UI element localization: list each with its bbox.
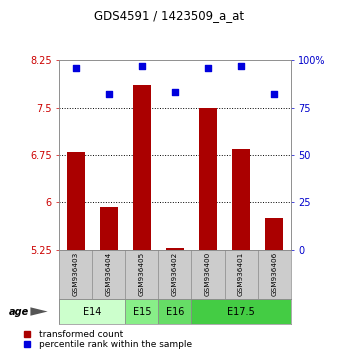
Text: GSM936401: GSM936401: [238, 252, 244, 297]
Point: [238, 63, 244, 69]
Text: E14: E14: [83, 307, 101, 316]
Point: [73, 65, 78, 70]
Bar: [133, 85, 151, 250]
Point: [172, 90, 177, 95]
Polygon shape: [30, 307, 48, 316]
Bar: [100, 207, 118, 250]
Text: GSM936405: GSM936405: [139, 252, 145, 297]
Point: [106, 91, 112, 97]
Bar: [232, 149, 250, 250]
Bar: [191, 299, 291, 324]
Text: GSM936403: GSM936403: [73, 252, 79, 297]
Bar: [59, 299, 125, 324]
Bar: [265, 218, 283, 250]
Bar: [199, 108, 217, 250]
Bar: [67, 152, 85, 250]
Text: E16: E16: [166, 307, 184, 316]
Text: E17.5: E17.5: [227, 307, 255, 316]
Point: [139, 63, 145, 69]
Text: age: age: [8, 307, 29, 316]
Text: GSM936404: GSM936404: [106, 252, 112, 297]
Bar: [159, 299, 191, 324]
Point: [205, 65, 211, 70]
Bar: [166, 248, 184, 250]
Text: GSM936406: GSM936406: [271, 252, 277, 297]
Point: [271, 91, 277, 97]
Text: GSM936402: GSM936402: [172, 252, 178, 297]
Text: E15: E15: [132, 307, 151, 316]
Text: GDS4591 / 1423509_a_at: GDS4591 / 1423509_a_at: [94, 9, 244, 22]
Text: GSM936400: GSM936400: [205, 252, 211, 297]
Legend: transformed count, percentile rank within the sample: transformed count, percentile rank withi…: [18, 330, 192, 349]
Bar: [125, 299, 159, 324]
